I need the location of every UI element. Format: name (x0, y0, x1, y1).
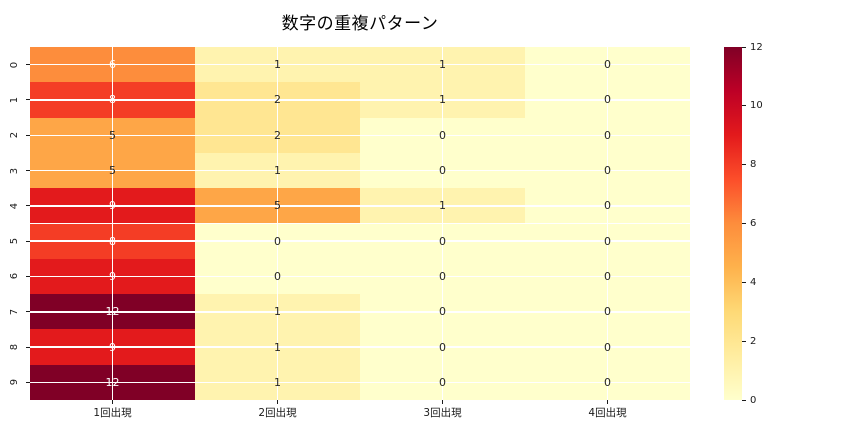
cell-value: 0 (604, 199, 611, 213)
cell-value: 1 (274, 375, 281, 389)
y-tick-mark (26, 311, 30, 313)
cell-value: 0 (604, 93, 611, 107)
cell-value: 0 (604, 375, 611, 389)
y-tick-mark (26, 381, 30, 383)
x-tick-label: 4回出現 (588, 407, 627, 419)
cell-value: 0 (604, 234, 611, 248)
x-tick-label: 1回出現 (93, 407, 132, 419)
cell-value: 0 (439, 305, 446, 319)
y-tick-mark (26, 346, 30, 348)
colorbar-tick-label: 6 (750, 218, 757, 229)
colorbar-tick-label: 12 (750, 41, 763, 53)
colorbar-tick-label: 10 (750, 100, 763, 112)
cell-value: 1 (274, 164, 281, 178)
cell-value: 0 (274, 234, 281, 248)
x-tick-mark (277, 400, 278, 404)
y-tick-mark (26, 275, 30, 277)
cell-annotations-layer: 6 1 1 0 8 2 1 0 5 2 0 0 5 1 0 0 9 5 1 0 8 0 0 0 9 0 0 0 12 1 0 0 9 1 0 0 12 1… (30, 47, 690, 400)
y-tick-mark (26, 205, 30, 207)
cell-value: 1 (439, 93, 446, 107)
cell-value: 1 (439, 199, 446, 213)
colorbar-tick-label: 0 (750, 394, 757, 406)
cell-value: 12 (105, 305, 120, 319)
y-tick-mark (26, 240, 30, 242)
x-tick-mark (112, 400, 113, 404)
cell-value: 0 (439, 269, 446, 283)
colorbar-tick-mark (742, 281, 746, 283)
y-tick-label: 9 (9, 379, 20, 386)
cell-value: 12 (105, 375, 120, 389)
y-tick-label: 0 (9, 61, 20, 68)
y-tick-label: 6 (9, 273, 20, 280)
y-tick-label: 8 (9, 343, 20, 351)
y-tick-label: 3 (9, 167, 20, 174)
cell-value: 5 (109, 164, 116, 178)
cell-value: 9 (109, 340, 116, 354)
cell-value: 6 (109, 58, 116, 72)
y-tick-label: 7 (9, 308, 20, 315)
y-tick-label: 1 (9, 96, 20, 104)
cell-value: 1 (274, 305, 281, 319)
cell-value: 0 (604, 305, 611, 319)
cell-value: 0 (604, 58, 611, 72)
x-tick-label: 3回出現 (423, 407, 462, 419)
cell-value: 1 (274, 340, 281, 354)
colorbar-tick-mark (742, 223, 746, 224)
colorbar-tick-mark (742, 340, 746, 342)
y-tick-mark (26, 170, 30, 172)
heatmap-plot: 6 1 1 0 8 2 1 0 5 2 0 0 5 1 0 0 9 5 1 0 8 0 0 0 9 0 0 0 12 1 0 0 9 1 0 0 12 1… (30, 47, 690, 400)
cell-value: 0 (604, 164, 611, 178)
cell-value: 0 (604, 269, 611, 283)
cell-value: 1 (274, 58, 281, 72)
colorbar-tick-mark (742, 164, 746, 166)
cell-value: 5 (274, 199, 281, 213)
y-tick-label: 4 (9, 202, 20, 210)
cell-value: 0 (439, 234, 446, 248)
colorbar (724, 47, 742, 400)
chart-title: 数字の重複パターン (281, 14, 439, 34)
cell-value: 2 (274, 128, 281, 142)
cell-value: 1 (439, 58, 446, 72)
cell-value: 0 (604, 128, 611, 142)
x-tick-mark (607, 400, 608, 404)
y-tick-label: 2 (9, 132, 20, 139)
colorbar-tick-label: 2 (750, 335, 757, 347)
cell-value: 8 (109, 234, 116, 248)
y-tick-mark (26, 99, 30, 101)
colorbar-tick-mark (742, 46, 746, 48)
cell-value: 0 (439, 340, 446, 354)
cell-value: 0 (439, 164, 446, 178)
y-tick-label: 5 (9, 237, 20, 245)
cell-value: 8 (109, 93, 116, 107)
x-tick-label: 2回出現 (258, 407, 297, 419)
x-tick-mark (442, 400, 443, 404)
colorbar-tick-mark (742, 399, 746, 401)
cell-value: 5 (109, 128, 116, 142)
colorbar-tick-label: 8 (750, 159, 757, 171)
colorbar-gradient (724, 47, 742, 400)
cell-value: 2 (274, 93, 281, 107)
cell-value: 9 (109, 199, 116, 213)
y-tick-mark (26, 64, 30, 66)
cell-value: 0 (439, 375, 446, 389)
cell-value: 0 (439, 128, 446, 142)
cell-value: 0 (274, 269, 281, 283)
y-tick-mark (26, 134, 30, 136)
cell-value: 0 (604, 340, 611, 354)
colorbar-tick-label: 4 (750, 276, 757, 288)
cell-value: 9 (109, 269, 116, 283)
colorbar-tick-mark (742, 105, 746, 107)
